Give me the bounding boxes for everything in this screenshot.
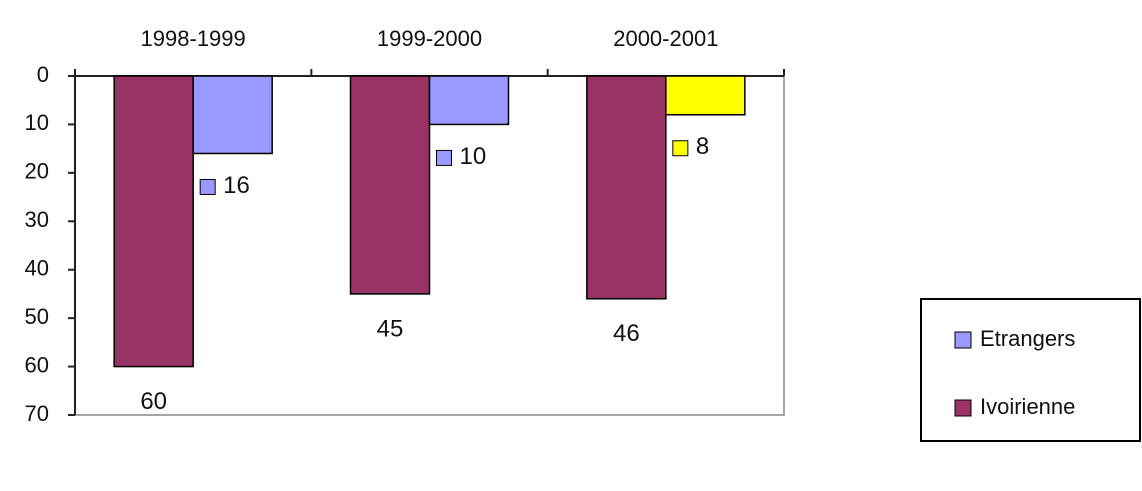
legend-swatch-etrangers (954, 331, 972, 349)
legend-box (920, 298, 1141, 442)
x-tick-label: 1998-1999 (141, 26, 246, 51)
y-tick-label: 40 (25, 256, 49, 281)
mirrored-chart-group: 0 10 20 30 40 50 60 70 60 16 1998-1999 45 10 1999-200… (25, 26, 1141, 442)
data-label-etrangers: 10 (460, 143, 487, 170)
x-tick-label: 1999-2000 (377, 26, 482, 51)
bar-etrangers (192, 75, 273, 155)
data-label-key (199, 178, 216, 195)
y-tick-label: 60 (25, 352, 49, 377)
data-label-ivoirienne: 46 (613, 320, 640, 347)
y-tick-label: 70 (25, 401, 49, 426)
x-tick-label: 2000-2001 (613, 26, 718, 51)
bar-etrangers (428, 75, 510, 126)
legend: Etrangers Ivoirienne (920, 298, 1141, 442)
y-tick-label: 30 (25, 207, 49, 232)
y-tick-label: 10 (25, 110, 49, 135)
legend-swatch-ivoirienne (954, 399, 972, 417)
y-tick-label: 50 (25, 304, 49, 329)
legend-label-ivoirienne: Ivoirienne (980, 394, 1075, 419)
plot-area: 0 10 20 30 40 50 60 70 60 16 1998-1999 45 10 1999-200… (25, 26, 785, 426)
data-label-key (436, 149, 452, 166)
bar-ivoirienne (586, 75, 667, 300)
y-tick-label: 20 (25, 159, 49, 184)
data-label-etrangers: 16 (223, 172, 250, 199)
legend-label-etrangers: Etrangers (980, 326, 1075, 351)
data-label-ivoirienne: 60 (140, 388, 167, 415)
bar-ivoirienne (113, 75, 194, 368)
bar-ivoirienne (349, 75, 431, 295)
data-label-ivoirienne: 45 (377, 315, 404, 342)
data-label-etrangers: 8 (696, 133, 709, 160)
bar-etrangers (665, 75, 746, 116)
y-tick-label: 0 (37, 62, 49, 87)
data-label-key (672, 140, 689, 157)
